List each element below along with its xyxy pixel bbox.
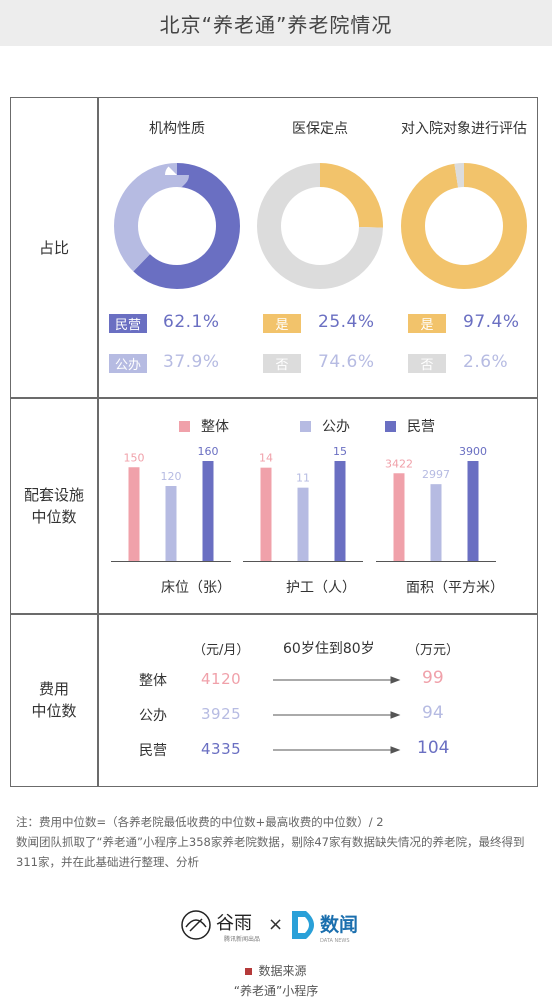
bar-area-gong-ban xyxy=(430,484,442,561)
panel-title-insurance: 医保定点 xyxy=(292,121,348,137)
pct-insurance-no: 74.6% xyxy=(318,352,375,372)
row-label-facilities: 配套设施 中位数 xyxy=(23,485,84,526)
main-table: 占比 配套设施 中位数 费用 中位数 机构性质 医保定点 对入院对象进行评估 民营 … xyxy=(10,97,538,787)
fee-total-overall: 99 xyxy=(422,668,444,688)
fee-monthly-gong-ban: 3925 xyxy=(201,705,242,723)
fee-head-total: （万元） xyxy=(407,643,460,658)
arrow-head-gong-ban xyxy=(390,711,401,719)
fee-row-gong-ban: 公办 xyxy=(139,708,167,724)
arrow-head-overall xyxy=(390,676,401,684)
row-divider-2 xyxy=(11,613,537,615)
row-divider-1 xyxy=(11,397,537,399)
pct-gong-ban: 37.9% xyxy=(163,352,220,372)
fee-head-duration: 60岁住到80岁 xyxy=(283,641,375,657)
page-title: 北京“养老通”养老院情况 xyxy=(159,12,393,37)
header: 北京“养老通”养老院情况 xyxy=(0,0,552,46)
category-label-beds: 床位（张） xyxy=(161,580,231,596)
row-label-fees: 费用 中位数 xyxy=(31,680,77,720)
bar-caregivers-min-ying xyxy=(334,461,346,561)
fee-monthly-overall: 4120 xyxy=(201,670,242,688)
source-label-row: 数据来源 xyxy=(0,962,552,979)
tag-assessment-yes: 是 xyxy=(408,314,446,333)
category-label-area: 面积（平方米） xyxy=(406,580,504,596)
bar-area-min-ying xyxy=(467,461,479,561)
bar-area-overall xyxy=(393,473,405,561)
bar-label-beds-min-ying: 160 xyxy=(198,445,219,458)
fee-total-min-ying: 104 xyxy=(417,738,450,758)
guyu-logo-icon xyxy=(181,910,211,940)
bar-label-area-overall: 3422 xyxy=(385,457,413,470)
bar-label-area-min-ying: 3900 xyxy=(459,445,487,458)
donut-slice-no xyxy=(401,163,527,289)
bar-label-caregivers-overall: 14 xyxy=(259,452,273,465)
tag-gong-ban: 公办 xyxy=(109,354,147,373)
source-value: “养老通”小程序 xyxy=(233,984,319,998)
source-marker-icon xyxy=(245,968,253,975)
row-label-ratio: 占比 xyxy=(38,238,69,257)
bar-beds-overall xyxy=(128,467,140,561)
donut-nature xyxy=(114,163,240,289)
legend-swatch-overall xyxy=(179,421,190,432)
bar-label-area-gong-ban: 2997 xyxy=(422,468,450,481)
legend-label-overall: 整体 xyxy=(201,419,229,435)
bar-caregivers-gong-ban xyxy=(297,487,309,561)
donut-slice-gong-ban xyxy=(114,163,240,289)
fee-total-gong-ban: 94 xyxy=(422,703,444,723)
facilities-bar-chart: 150 120 160 14 11 15 3422 2997 3900 xyxy=(111,445,496,562)
bar-label-caregivers-min-ying: 15 xyxy=(333,445,347,458)
fee-row-overall: 整体 xyxy=(139,673,167,689)
tag-min-ying: 民营 xyxy=(109,314,147,333)
panel-title-nature: 机构性质 xyxy=(149,121,205,137)
logo-times: × xyxy=(268,914,283,935)
pct-assessment-yes: 97.4% xyxy=(463,312,520,332)
pct-min-ying: 62.1% xyxy=(163,312,220,332)
bar-label-beds-overall: 150 xyxy=(124,451,145,464)
donut-slice-yes xyxy=(401,163,527,289)
tag-assessment-no: 否 xyxy=(408,354,446,373)
legend-label-min-ying: 民营 xyxy=(407,419,435,435)
category-label-caregivers: 护工（人） xyxy=(286,580,356,596)
pct-insurance-yes: 25.4% xyxy=(318,312,375,332)
bar-label-caregivers-gong-ban: 11 xyxy=(296,472,310,485)
fee-row-min-ying: 民营 xyxy=(139,743,167,759)
panel-title-assessment: 对入院对象进行评估 xyxy=(401,121,527,137)
shuwen-logo-sub: DATA NEWS xyxy=(320,938,350,944)
donut-insurance xyxy=(257,163,383,289)
bar-label-beds-gong-ban: 120 xyxy=(161,470,182,483)
bar-beds-min-ying xyxy=(202,461,214,561)
bar-caregivers-overall xyxy=(260,467,272,561)
legend-swatch-min-ying xyxy=(385,421,396,432)
pct-assessment-no: 2.6% xyxy=(463,352,509,372)
fee-head-monthly: （元/月） xyxy=(193,643,250,658)
footnote-formula: 注：费用中位数=（各养老院最低收费的中位数+最高收费的中位数）/ 2 xyxy=(16,815,384,829)
legend-swatch-gong-ban xyxy=(300,421,311,432)
legend-label-gong-ban: 公办 xyxy=(322,419,350,435)
fee-monthly-min-ying: 4335 xyxy=(201,740,242,758)
bar-beds-gong-ban xyxy=(165,486,177,561)
logo-bar: 谷雨 腾讯新闻出品 × 数闻 DATA NEWS xyxy=(0,905,552,945)
guyu-logo-text: 谷雨 xyxy=(216,913,252,934)
logos-svg: 谷雨 腾讯新闻出品 × 数闻 DATA NEWS xyxy=(181,910,358,944)
column-divider xyxy=(97,98,99,786)
tag-insurance-no: 否 xyxy=(263,354,301,373)
tag-insurance-yes: 是 xyxy=(263,314,301,333)
fee-arrows xyxy=(273,676,401,754)
donut-assessment xyxy=(401,163,527,289)
arrow-head-min-ying xyxy=(390,746,401,754)
shuwen-logo-text: 数闻 xyxy=(320,913,358,936)
guyu-logo-sub: 腾讯新闻出品 xyxy=(224,935,260,943)
source-label: 数据来源 xyxy=(258,964,307,978)
footnote-method: 数闻团队抓取了“养老通”小程序上358家养老院数据，剔除47家有数据缺失情况的养… xyxy=(16,835,525,869)
donut-slice-no xyxy=(257,163,383,289)
